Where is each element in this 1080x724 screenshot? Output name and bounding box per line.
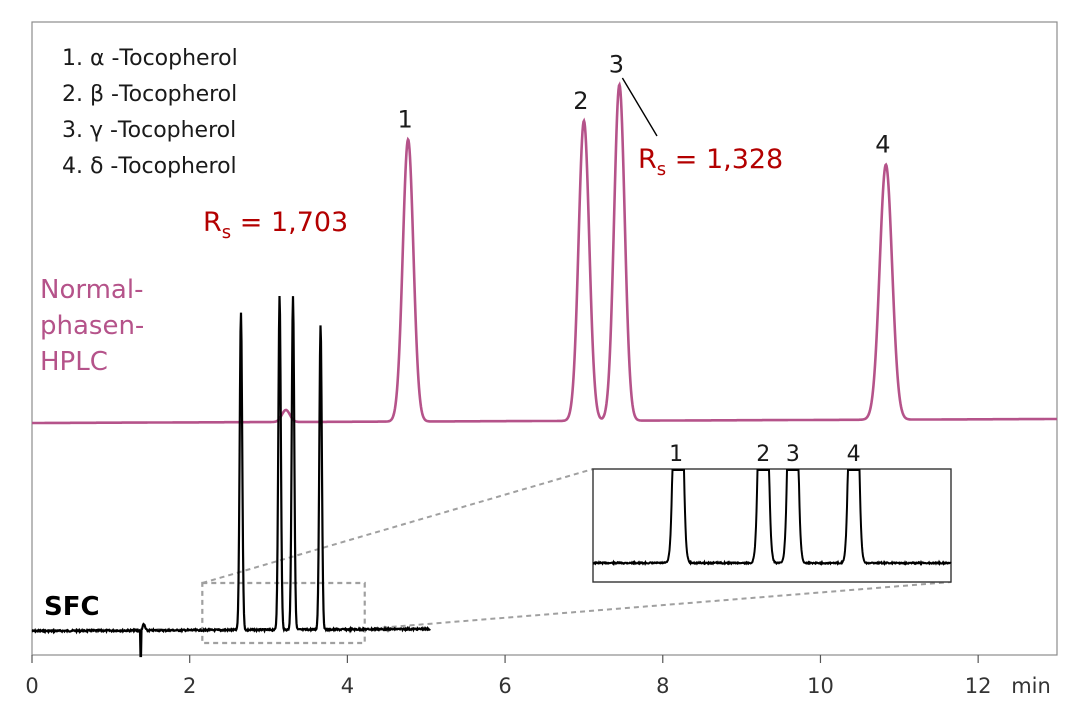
hplc-peak-label-2: 2 (573, 87, 588, 115)
hplc-series-name-line-1: Normal- (40, 275, 143, 305)
x-tick-label-8: 8 (656, 674, 669, 698)
inset-frame (592, 468, 952, 583)
hplc-peak-label-3: 3 (609, 51, 624, 79)
legend-entry-1: 1. α -Tocopherol (62, 46, 238, 71)
x-tick-label-4: 4 (341, 674, 354, 698)
hplc-series-name-line-3: HPLC (40, 347, 108, 377)
inset-peak-label-3: 3 (786, 442, 800, 467)
hplc-peak-label-1: 1 (397, 106, 412, 134)
inset-peak-label-1: 1 (669, 442, 683, 467)
plot-frame (31, 21, 1058, 656)
x-tick-label-0: 0 (25, 674, 38, 698)
rs-hplc-label: Rs = 1,328 (638, 144, 783, 180)
zoom-box (201, 581, 366, 645)
x-tick-label-12: 12 (965, 674, 992, 698)
x-tick-label-10: 10 (807, 674, 834, 698)
hplc-trace (32, 81, 1057, 425)
legend-entry-4: 4. δ -Tocopherol (62, 154, 237, 179)
sfc-trace (31, 295, 431, 658)
traces-layer (31, 81, 1057, 658)
zoom-connector-top (202, 468, 594, 584)
legend-entry-2: 2. β -Tocopherol (62, 82, 237, 107)
x-axis-unit: min (1011, 674, 1051, 698)
inset-peak-label-2: 2 (756, 442, 770, 467)
legend-entry-3: 3. γ -Tocopherol (62, 118, 236, 143)
inset-trace (592, 469, 952, 567)
rs-hplc-leader (621, 77, 658, 137)
inset-peak-label-4: 4 (847, 442, 861, 467)
sfc-series-name: SFC (44, 592, 100, 622)
x-tick-label-6: 6 (498, 674, 511, 698)
hplc-series-name-line-2: phasen- (40, 311, 144, 341)
x-axis: 0 2 4 6 8 10 12 min (25, 655, 1051, 698)
zoom-connector-bottom (364, 581, 952, 630)
x-tick-label-2: 2 (183, 674, 196, 698)
hplc-peak-label-4: 4 (875, 131, 890, 159)
rs-sfc-label: Rs = 1,703 (203, 207, 348, 243)
